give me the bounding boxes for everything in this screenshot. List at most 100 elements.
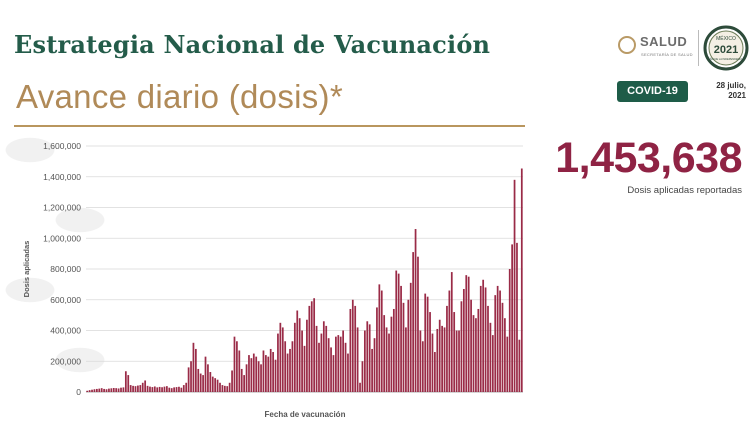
bar (293, 322, 296, 392)
bar (460, 301, 463, 392)
bar (306, 319, 308, 392)
year-logo-year: 2021 (714, 44, 738, 56)
bar (269, 348, 272, 392)
bar (494, 295, 497, 392)
bar (289, 348, 291, 392)
year-2021-logo-icon: MÉXICO 2021 AÑO DE LA INDEPENDENCIA (703, 25, 749, 71)
bar (141, 382, 144, 392)
total-doses-label: Dosis aplicadas reportadas (627, 185, 742, 196)
bar (414, 229, 417, 392)
bar (137, 385, 139, 392)
bar (192, 342, 195, 392)
bar (421, 341, 424, 392)
y-tick-label: 1,600,000 (43, 141, 81, 151)
bar (91, 389, 93, 392)
bar (168, 387, 171, 392)
bar (470, 299, 472, 392)
bar (407, 299, 410, 392)
bar (484, 287, 487, 392)
bar (214, 378, 217, 392)
year-logo-bottom: AÑO DE LA INDEPENDENCIA (708, 56, 744, 61)
bar (344, 342, 347, 392)
bar (139, 385, 142, 392)
bar (450, 272, 453, 392)
bar (327, 338, 330, 392)
bar (363, 330, 366, 392)
bar (108, 388, 110, 392)
bar (110, 388, 113, 392)
bar (105, 389, 108, 392)
bar (467, 276, 470, 392)
bar (378, 284, 381, 392)
bar (479, 285, 482, 392)
bar (458, 330, 460, 392)
y-tick-label: 0 (76, 387, 81, 397)
bar (322, 321, 325, 392)
bar (448, 290, 451, 392)
report-date-line1: 28 julio, (716, 81, 746, 90)
bar (395, 270, 398, 392)
bar (252, 353, 255, 392)
bar (103, 388, 105, 392)
bar (453, 312, 456, 392)
bar (487, 305, 489, 392)
bar (359, 382, 361, 392)
bar (257, 361, 260, 392)
bar (279, 322, 282, 392)
bar (419, 330, 422, 392)
year-logo-top: MÉXICO (716, 35, 736, 42)
bar (462, 288, 465, 392)
bar (313, 298, 316, 392)
bar (354, 305, 357, 392)
bar (298, 318, 301, 392)
bar (120, 387, 122, 392)
bar (240, 368, 243, 392)
page-title: Estrategia Nacional de Vacunación (14, 30, 491, 59)
bar (144, 380, 147, 392)
bar (508, 269, 511, 392)
bar (207, 364, 209, 392)
bar (231, 370, 233, 392)
bar (291, 341, 294, 392)
bar (390, 316, 393, 392)
bar (409, 282, 412, 392)
bar (180, 387, 183, 392)
bar (303, 345, 306, 392)
y-tick-label: 1,000,000 (43, 233, 81, 243)
covid-badge: COVID-19 (617, 81, 688, 102)
report-date-line2: 2021 (728, 91, 746, 100)
bar (233, 336, 236, 392)
bar (170, 388, 173, 392)
bar (368, 324, 371, 392)
bar (405, 327, 407, 392)
bar (383, 315, 386, 392)
salud-logo-text: SALUD (640, 34, 688, 49)
bar (226, 386, 229, 392)
bar (513, 179, 516, 392)
bar (380, 290, 383, 392)
salud-logo-subtext: SECRETARÍA DE SALUD (641, 52, 693, 57)
bar (219, 382, 221, 392)
bar (228, 382, 231, 392)
bar (274, 359, 277, 392)
bar (310, 301, 313, 392)
bar (178, 386, 180, 392)
bar (320, 333, 323, 392)
y-tick-label: 600,000 (50, 295, 81, 305)
bar (443, 327, 446, 392)
bar (236, 341, 238, 392)
bar (436, 328, 439, 392)
bar (342, 330, 344, 392)
logo-divider (698, 30, 699, 66)
bar (127, 375, 130, 392)
bar (318, 342, 320, 392)
bar (86, 390, 89, 392)
bar (272, 352, 274, 392)
bar (424, 293, 427, 392)
bar (161, 387, 163, 392)
bar (501, 302, 504, 392)
bar (223, 385, 226, 392)
bar (441, 325, 443, 392)
bar (496, 285, 499, 392)
bar (347, 353, 349, 392)
